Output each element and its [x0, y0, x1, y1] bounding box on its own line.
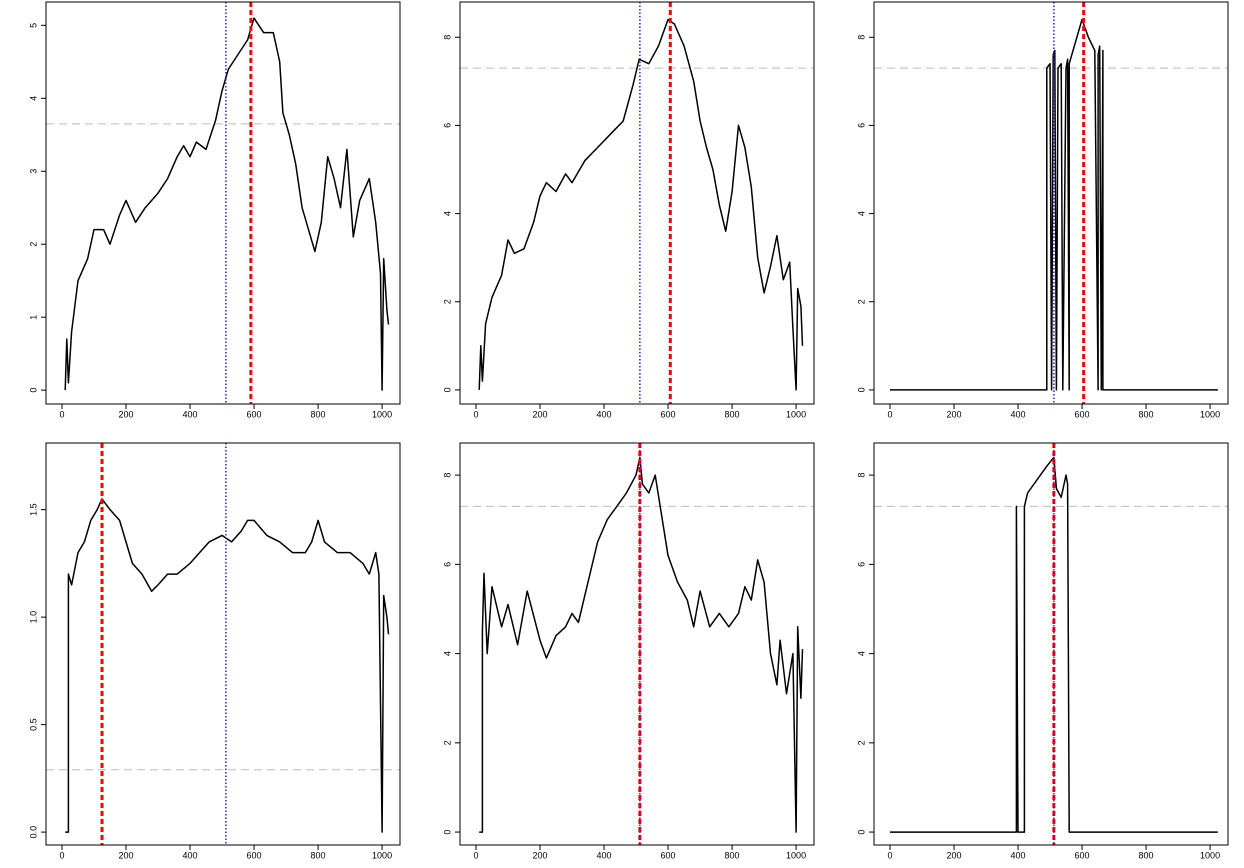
- y-tick-label: 1.0: [28, 611, 38, 624]
- y-tick-label: 5: [28, 23, 38, 28]
- x-tick-label: 0: [59, 850, 64, 860]
- plot-frame: [873, 1, 1229, 405]
- x-tick-label: 800: [1139, 409, 1154, 419]
- y-tick-label: 0: [856, 830, 866, 835]
- x-tick-label: 200: [533, 409, 548, 419]
- x-tick-label: 600: [247, 850, 262, 860]
- panel: 0 200 400 600 800 1000 0 2 4 6 8: [442, 1, 815, 419]
- y-tick-label: 6: [856, 562, 866, 567]
- x-tick-label: 600: [1075, 409, 1090, 419]
- y-tick-label: 2: [442, 299, 452, 304]
- y-tick-label: 0.5: [28, 718, 38, 731]
- x-tick-label: 1000: [372, 409, 392, 419]
- y-tick-label: 6: [442, 123, 452, 128]
- x-tick-label: 200: [947, 409, 962, 419]
- data-line: [890, 456, 1218, 833]
- plot-frame: [45, 1, 401, 405]
- x-tick-label: 800: [725, 409, 740, 419]
- y-tick-label: 0: [28, 388, 38, 393]
- plot-frame: [459, 1, 815, 405]
- x-tick-label: 400: [183, 850, 198, 860]
- x-tick-label: 1000: [786, 409, 806, 419]
- x-tick-label: 0: [59, 409, 64, 419]
- x-tick-label: 600: [661, 850, 676, 860]
- x-tick-label: 1000: [1200, 850, 1220, 860]
- y-tick-label: 4: [856, 211, 866, 216]
- y-tick-label: 4: [442, 211, 452, 216]
- x-tick-label: 1000: [372, 850, 392, 860]
- y-tick-label: 8: [442, 473, 452, 478]
- x-tick-label: 400: [597, 409, 612, 419]
- x-tick-label: 200: [533, 850, 548, 860]
- y-tick-label: 4: [28, 96, 38, 101]
- x-tick-label: 0: [887, 850, 892, 860]
- x-tick-label: 400: [1011, 409, 1026, 419]
- panel: 0 200 400 600 800 1000 0 2 4 6 8: [856, 442, 1229, 860]
- plot-frame: [873, 442, 1229, 846]
- data-line: [478, 18, 804, 391]
- y-tick-label: 0: [442, 830, 452, 835]
- x-tick-label: 600: [247, 409, 262, 419]
- plot-frame: [459, 442, 815, 846]
- y-tick-label: 1.5: [28, 503, 38, 516]
- y-tick-label: 3: [28, 169, 38, 174]
- x-tick-label: 1000: [1200, 409, 1220, 419]
- y-tick-label: 6: [856, 123, 866, 128]
- x-tick-label: 400: [183, 409, 198, 419]
- x-tick-label: 200: [947, 850, 962, 860]
- y-tick-label: 2: [856, 299, 866, 304]
- x-tick-label: 1000: [786, 850, 806, 860]
- x-tick-label: 400: [597, 850, 612, 860]
- data-line: [65, 498, 390, 833]
- y-tick-label: 2: [442, 740, 452, 745]
- panel: 0 200 400 600 800 1000 0 2 4 6 8: [856, 1, 1229, 419]
- y-tick-label: 8: [856, 35, 866, 40]
- x-tick-label: 800: [1139, 850, 1154, 860]
- panel: 0 200 400 600 800 1000 0 1 2 3 4 5: [28, 1, 401, 419]
- y-tick-label: 0: [442, 387, 452, 392]
- x-tick-label: 0: [887, 409, 892, 419]
- x-tick-label: 400: [1011, 850, 1026, 860]
- x-tick-label: 0: [473, 409, 478, 419]
- data-line: [479, 456, 804, 833]
- y-tick-label: 0: [856, 387, 866, 392]
- x-tick-label: 600: [1075, 850, 1090, 860]
- y-tick-label: 4: [442, 651, 452, 656]
- y-tick-label: 8: [442, 35, 452, 40]
- data-line: [890, 18, 1218, 391]
- y-tick-label: 1: [28, 315, 38, 320]
- y-tick-label: 0.0: [28, 826, 38, 839]
- y-tick-label: 4: [856, 651, 866, 656]
- panel: 0 200 400 600 800 1000 0.0 0.5 1.0 1.5: [28, 442, 401, 860]
- x-tick-label: 800: [311, 850, 326, 860]
- x-tick-label: 800: [311, 409, 326, 419]
- y-tick-label: 6: [442, 562, 452, 567]
- panel: 0 200 400 600 800 1000 0 2 4 6 8: [442, 442, 815, 860]
- x-tick-label: 200: [119, 850, 134, 860]
- x-tick-label: 800: [725, 850, 740, 860]
- data-line: [64, 17, 390, 391]
- x-tick-label: 0: [473, 850, 478, 860]
- plot-frame: [45, 442, 401, 846]
- y-tick-label: 2: [28, 242, 38, 247]
- x-tick-label: 200: [119, 409, 134, 419]
- y-tick-label: 2: [856, 740, 866, 745]
- x-tick-label: 600: [661, 409, 676, 419]
- y-tick-label: 8: [856, 473, 866, 478]
